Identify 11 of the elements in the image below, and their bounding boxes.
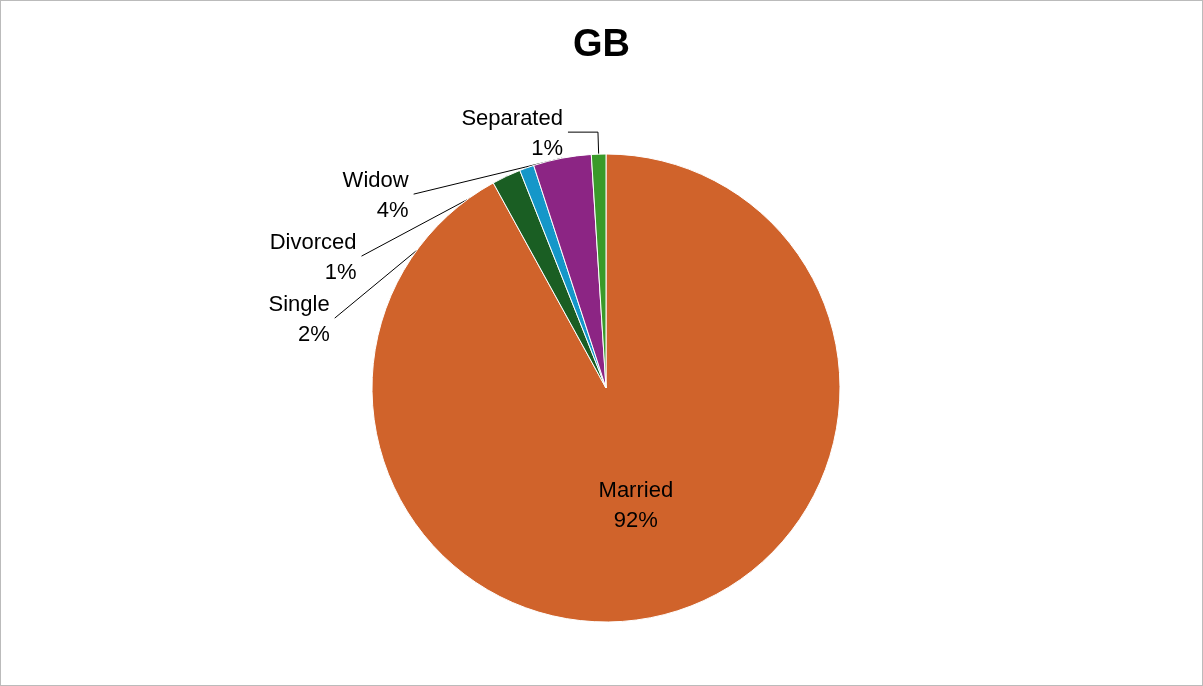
slice-label: Widow	[342, 166, 409, 192]
slice-label: Married	[598, 476, 674, 502]
data-label: 1%	[531, 134, 563, 160]
data-label: 1%	[324, 258, 357, 284]
data-label: 2%	[297, 320, 330, 346]
slice-label: Divorced	[269, 228, 357, 254]
chart-title: GB	[573, 22, 630, 64]
slice-label: Separated	[461, 104, 563, 130]
data-label: 92%	[613, 506, 658, 532]
slice-label: Single	[268, 290, 330, 316]
data-label: 4%	[376, 196, 409, 222]
